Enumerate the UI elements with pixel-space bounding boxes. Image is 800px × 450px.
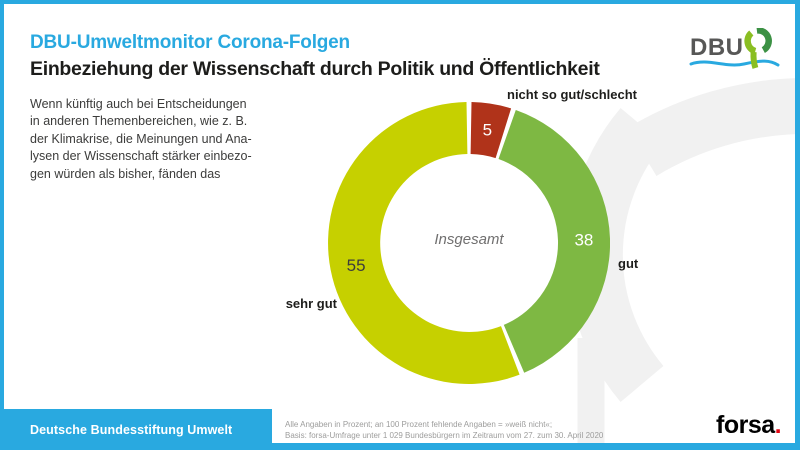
report-kicker: DBU-Umweltmonitor Corona-Folgen (30, 32, 350, 53)
donut-segment-1 (498, 110, 610, 373)
donut-segment-0 (470, 102, 512, 159)
org-name: Deutsche Bundesstiftung Umwelt (30, 422, 233, 437)
intro-text: Wenn künftig auch bei Entscheidungen in … (30, 97, 252, 181)
segment-value-label-0: 5 (483, 121, 492, 140)
segment-label-gut: gut (618, 256, 639, 271)
source-note: Alle Angaben in Prozent; an 100 Prozent … (285, 420, 604, 440)
footer-bar: Deutsche Bundesstiftung Umwelt (0, 409, 272, 450)
donut-segment-2 (328, 102, 520, 384)
forsa-logo-text: forsa (716, 411, 775, 439)
dbu-logo-text: DBU (690, 34, 744, 61)
segment-label-sehr-gut: sehr gut (285, 296, 337, 311)
segment-value-label-1: 38 (574, 230, 593, 249)
forsa-logo: forsa. (716, 411, 782, 440)
donut-center-label: Insgesamt (434, 231, 504, 248)
segment-value-label-2: 55 (347, 256, 366, 275)
page-title: Einbeziehung der Wissenschaft durch Poli… (30, 58, 600, 80)
dbu-logo-icon (689, 28, 780, 69)
dbu-logo: DBU (688, 28, 780, 76)
donut-chart: 5 38 55 (328, 102, 610, 384)
segment-label-nicht-so-gut: nicht so gut/schlecht (507, 87, 638, 102)
forsa-logo-dot: . (774, 411, 782, 439)
